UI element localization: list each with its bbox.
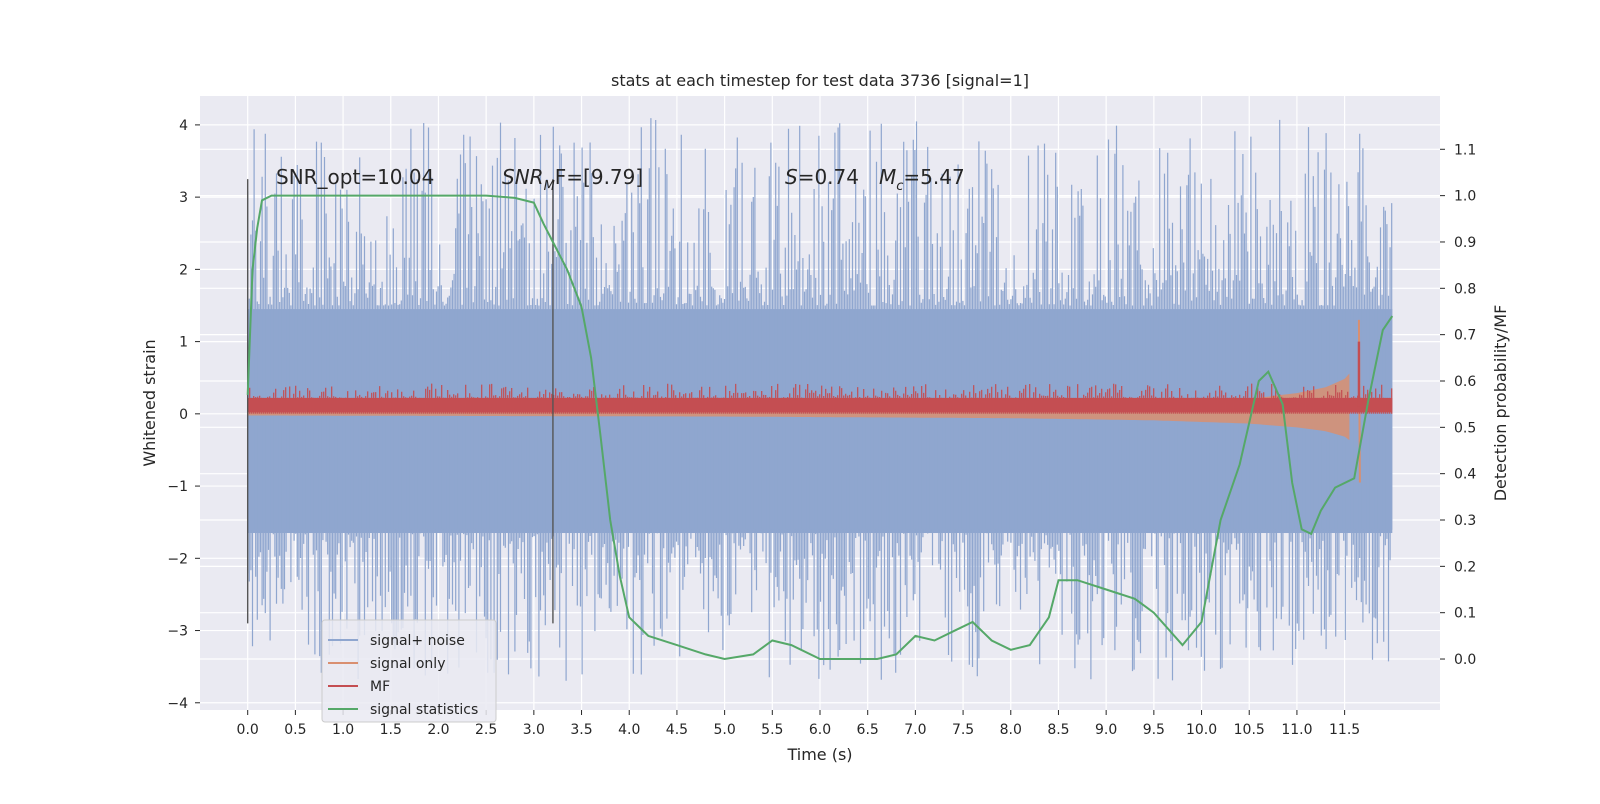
x-tick-label: 5.0 (713, 722, 735, 738)
x-tick-label: 6.5 (857, 722, 879, 738)
y2-tick-label: 0.8 (1454, 281, 1476, 297)
annotation-snr-mf-value: F=[9.79] (555, 165, 643, 189)
annotation-mc: Mc=5.47 (879, 165, 965, 194)
x-tick-label: 4.5 (666, 722, 688, 738)
x-tick-label: 4.0 (618, 722, 640, 738)
y-tick-label: −3 (167, 624, 188, 640)
x-tick-label: 10.5 (1234, 722, 1265, 738)
y2-tick-label: 0.2 (1454, 559, 1476, 575)
x-tick-label: 9.0 (1095, 722, 1117, 738)
annotation-s-value: =0.74 (798, 165, 859, 189)
legend-label-mf: MF (370, 679, 390, 695)
y2-tick-label: 0.6 (1454, 374, 1476, 390)
x-tick-label: 0.5 (284, 722, 306, 738)
x-tick-label: 11.5 (1329, 722, 1360, 738)
y2-tick-label: 1.1 (1454, 142, 1476, 158)
y-tick-label: 2 (179, 262, 188, 278)
x-tick-label: 10.0 (1186, 722, 1217, 738)
x-tick-label: 3.5 (570, 722, 592, 738)
x-tick-label: 3.0 (523, 722, 545, 738)
x-tick-label: 0.0 (237, 722, 259, 738)
x-tick-label: 7.0 (904, 722, 926, 738)
y-tick-label: −4 (167, 696, 188, 712)
x-tick-label: 6.0 (809, 722, 831, 738)
y-tick-label: −2 (167, 551, 188, 567)
y-tick-label: 1 (179, 335, 188, 351)
marker-vlines (246, 179, 554, 624)
y2-tick-label: 0.0 (1454, 652, 1476, 668)
annotation-mc-subscript: c (896, 179, 903, 194)
y-axis-ticks: 4 3 2 1 0 −1 −2 −3 −4 (167, 118, 200, 712)
y2-tick-label: 0.4 (1454, 467, 1476, 483)
annotation-s: S=0.74 (785, 165, 859, 189)
y2-tick-label: 0.5 (1454, 420, 1476, 436)
y2-tick-label: 0.9 (1454, 235, 1476, 251)
legend-label-signal-only: signal only (370, 656, 445, 672)
y2-axis-ticks: 1.1 1.0 0.9 0.8 0.7 0.6 0.5 0.4 0.3 0.2 0.1 0.0 (1440, 142, 1476, 668)
legend-label-signal-noise: signal+ noise (370, 633, 465, 649)
y2-axis-label: Detection probability/MF (1491, 305, 1510, 502)
y-tick-label: −1 (167, 479, 188, 495)
y-tick-label: 0 (179, 407, 188, 423)
x-tick-label: 8.5 (1047, 722, 1069, 738)
y-axis-label: Whitened strain (140, 339, 159, 466)
chart-title: stats at each timestep for test data 373… (611, 71, 1029, 90)
annotation-snr-mf-subscript: M (544, 179, 555, 194)
annotation-snr-mf: SNRMF=[9.79] (502, 165, 643, 194)
y2-tick-label: 0.3 (1454, 513, 1476, 529)
annotation-mc-symbol: M (879, 165, 896, 189)
x-tick-label: 7.5 (952, 722, 974, 738)
legend-label-signal-statistics: signal statistics (370, 702, 478, 718)
x-tick-label: 11.0 (1281, 722, 1312, 738)
x-tick-label: 1.0 (332, 722, 354, 738)
x-tick-label: 9.5 (1143, 722, 1165, 738)
x-tick-label: 5.5 (761, 722, 783, 738)
x-tick-label: 8.0 (1000, 722, 1022, 738)
y-tick-label: 3 (179, 190, 188, 206)
y2-tick-label: 1.0 (1454, 189, 1476, 205)
y2-tick-label: 0.1 (1454, 606, 1476, 622)
legend: signal+ noise signal only MF signal stat… (321, 619, 497, 723)
annotation-snr-mf-symbol: SNR (502, 165, 544, 189)
signal-statistics-line (246, 194, 1394, 661)
legend-box (321, 619, 497, 723)
annotation-mc-value: =5.47 (903, 165, 964, 189)
x-axis-ticks: 0.0 0.5 1.0 1.5 2.0 2.5 3.0 3.5 4.0 4.5 5.0 5.5 6.0 6… (237, 710, 1360, 738)
x-axis-label: Time (s) (786, 745, 852, 764)
y2-tick-label: 0.7 (1454, 328, 1476, 344)
annotation-s-symbol: S (785, 165, 798, 189)
x-tick-label: 2.0 (427, 722, 449, 738)
signal-statistics-series (246, 194, 1394, 661)
x-tick-label: 2.5 (475, 722, 497, 738)
annotation-snr-opt: SNR_opt=10.04 (276, 165, 434, 189)
x-tick-label: 1.5 (380, 722, 402, 738)
y-tick-label: 4 (179, 118, 188, 134)
